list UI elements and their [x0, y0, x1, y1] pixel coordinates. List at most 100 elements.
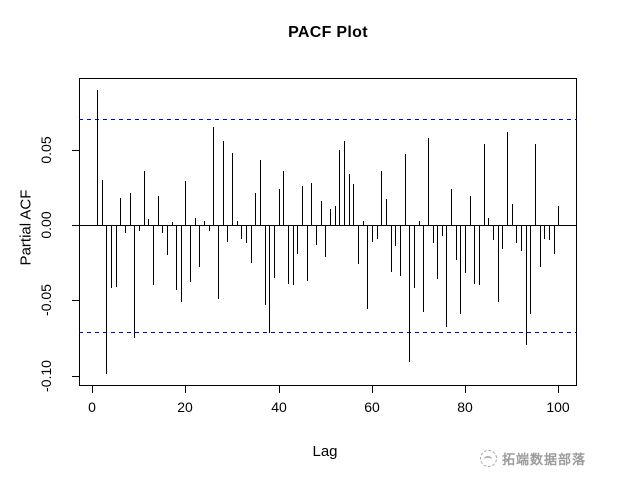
pacf-bar	[423, 225, 424, 312]
pacf-bar	[367, 225, 368, 309]
pacf-bar	[446, 225, 447, 327]
pacf-bar	[381, 171, 382, 225]
x-tick	[185, 386, 186, 393]
pacf-bar	[516, 225, 517, 243]
x-tick	[279, 386, 280, 393]
x-tick	[372, 386, 373, 393]
pacf-bar	[395, 225, 396, 246]
pacf-bar	[502, 225, 503, 249]
pacf-bar	[414, 225, 415, 288]
pacf-bar	[176, 225, 177, 290]
pacf-bar	[106, 225, 107, 374]
pacf-bar	[507, 132, 508, 225]
pacf-bar	[540, 225, 541, 267]
pacf-bar	[372, 225, 373, 242]
pacf-bar	[227, 225, 228, 242]
pacf-bar	[213, 127, 214, 225]
pacf-bar	[521, 225, 522, 251]
pacf-bar	[530, 225, 531, 314]
x-tick	[465, 386, 466, 393]
pacf-bar	[433, 225, 434, 243]
pacf-bar	[400, 225, 401, 276]
pacf-bar	[148, 219, 149, 225]
pacf-bar	[451, 189, 452, 225]
pacf-bar	[185, 181, 186, 225]
pacf-bar	[199, 225, 200, 267]
pacf-bar	[405, 154, 406, 225]
pacf-bar	[130, 193, 131, 225]
pacf-bar	[479, 225, 480, 285]
pacf-bar	[158, 196, 159, 225]
pacf-bar	[363, 221, 364, 226]
pacf-bar	[144, 171, 145, 225]
pacf-bar	[339, 150, 340, 225]
pacf-bar	[218, 225, 219, 299]
watermark-logo-icon	[480, 449, 497, 467]
chart-title: PACF Plot	[288, 24, 368, 41]
pacf-bar	[526, 225, 527, 345]
pacf-bar	[377, 225, 378, 239]
y-tick	[72, 225, 79, 226]
pacf-bar	[167, 225, 168, 255]
zero-line	[79, 225, 577, 226]
pacf-bar	[232, 153, 233, 225]
pacf-bar	[321, 201, 322, 225]
pacf-bar	[297, 225, 298, 254]
pacf-bar	[488, 218, 489, 226]
pacf-bar	[325, 225, 326, 257]
y-tick-label: 0.00	[38, 211, 54, 239]
pacf-bar	[330, 209, 331, 226]
pacf-bar	[386, 199, 387, 225]
pacf-bar	[279, 189, 280, 225]
pacf-bar	[558, 206, 559, 226]
pacf-bar	[391, 225, 392, 272]
pacf-bar	[470, 196, 471, 225]
lower-ci-line	[79, 332, 577, 333]
pacf-bar	[493, 225, 494, 240]
watermark: 拓端数据部落	[480, 446, 610, 470]
pacf-bar	[97, 90, 98, 225]
pacf-bar	[162, 225, 163, 233]
pacf-bar	[265, 225, 266, 305]
pacf-bar	[456, 225, 457, 260]
y-tick	[72, 300, 79, 301]
upper-ci-line	[79, 119, 577, 120]
pacf-bar	[428, 138, 429, 225]
pacf-bar	[307, 225, 308, 281]
pacf-bar	[465, 225, 466, 273]
pacf-bar	[102, 180, 103, 225]
pacf-bar	[460, 225, 461, 314]
pacf-bar	[195, 218, 196, 226]
x-tick-label: 60	[364, 399, 380, 415]
pacf-bar	[255, 193, 256, 225]
x-tick	[92, 386, 93, 393]
x-tick-label: 20	[177, 399, 193, 415]
pacf-bar	[344, 141, 345, 225]
pacf-bar	[111, 225, 112, 288]
pacf-bar	[358, 225, 359, 264]
pacf-bar	[302, 186, 303, 225]
x-tick-label: 0	[88, 399, 96, 415]
pacf-bar	[549, 225, 550, 240]
y-tick	[72, 150, 79, 151]
pacf-bar	[293, 225, 294, 285]
pacf-bar	[335, 206, 336, 226]
pacf-bar	[223, 141, 224, 225]
pacf-bar	[474, 225, 475, 284]
pacf-bar	[251, 225, 252, 263]
y-axis-label: Partial ACF	[17, 189, 35, 266]
x-tick-label: 40	[271, 399, 287, 415]
x-tick	[558, 386, 559, 393]
pacf-bar	[120, 198, 121, 225]
pacf-bar	[139, 225, 140, 231]
pacf-bar	[311, 183, 312, 225]
y-tick	[72, 376, 79, 377]
pacf-bar	[353, 184, 354, 225]
pacf-bar	[283, 171, 284, 225]
pacf-bar	[246, 225, 247, 243]
y-tick-label: 0.05	[38, 136, 54, 164]
pacf-bar	[274, 225, 275, 278]
pacf-bar	[204, 221, 205, 226]
pacf-bar	[116, 225, 117, 287]
